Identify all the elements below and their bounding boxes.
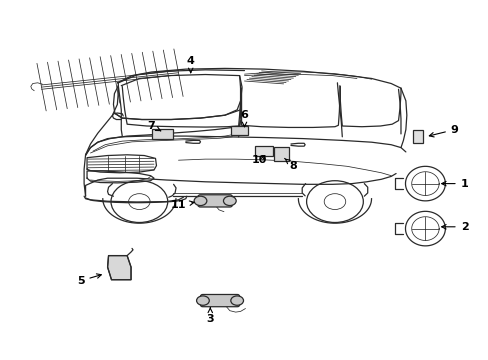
Text: 3: 3 bbox=[206, 308, 214, 324]
FancyBboxPatch shape bbox=[200, 294, 239, 307]
Circle shape bbox=[223, 196, 236, 206]
Text: 1: 1 bbox=[441, 179, 468, 189]
Text: 7: 7 bbox=[147, 121, 161, 131]
Text: 11: 11 bbox=[170, 200, 194, 210]
Bar bbox=[255, 146, 272, 156]
FancyBboxPatch shape bbox=[230, 126, 248, 135]
Polygon shape bbox=[107, 256, 131, 280]
Text: 2: 2 bbox=[441, 222, 468, 232]
Text: 4: 4 bbox=[186, 56, 194, 73]
Circle shape bbox=[230, 296, 243, 305]
Bar bbox=[273, 147, 288, 161]
Bar bbox=[412, 130, 422, 143]
Bar bbox=[151, 129, 173, 139]
Text: 5: 5 bbox=[77, 274, 101, 286]
FancyBboxPatch shape bbox=[198, 195, 232, 207]
Text: 6: 6 bbox=[240, 110, 248, 127]
Text: 9: 9 bbox=[428, 125, 458, 137]
Text: 10: 10 bbox=[251, 155, 266, 165]
Circle shape bbox=[194, 196, 206, 206]
Circle shape bbox=[196, 296, 209, 305]
Text: 8: 8 bbox=[284, 158, 297, 171]
